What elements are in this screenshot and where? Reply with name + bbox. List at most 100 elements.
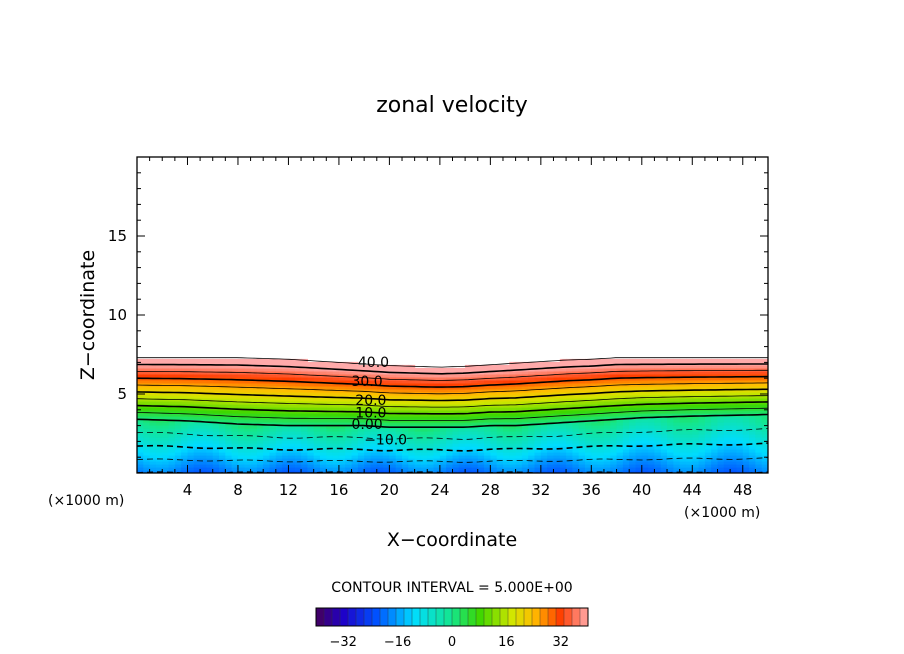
field-cell: [345, 419, 353, 423]
field-cell: [660, 364, 668, 369]
field-cell: [749, 428, 756, 432]
field-cell: [553, 382, 561, 387]
field-cell: [761, 422, 768, 426]
field-cell: [742, 449, 750, 453]
field-cell: [723, 391, 731, 396]
colorbar-swatch: [428, 608, 437, 626]
field-cell: [376, 458, 384, 462]
field-cell: [698, 458, 706, 462]
field-cell: [301, 422, 308, 426]
field-cell: [351, 416, 359, 420]
field-cell: [238, 394, 245, 399]
field-cell: [383, 394, 390, 399]
field-cell: [458, 440, 466, 444]
colorbar-swatch: [404, 608, 413, 626]
field-cell: [458, 428, 466, 432]
field-cell: [200, 434, 207, 438]
field-cell: [496, 413, 504, 417]
field-cell: [351, 413, 359, 417]
field-cell: [269, 394, 277, 399]
field-cell: [679, 373, 687, 378]
field-cell: [534, 452, 542, 456]
field-cell: [749, 440, 756, 444]
contour-line: [137, 407, 768, 421]
field-cell: [597, 437, 605, 441]
field-cell: [635, 461, 643, 465]
field-cell: [187, 455, 195, 459]
field-cell: [206, 437, 214, 441]
field-cell: [269, 373, 277, 378]
field-cell: [383, 440, 390, 444]
field-cell: [313, 413, 321, 417]
field-cell: [143, 467, 151, 471]
field-cell: [521, 419, 529, 423]
field-cell: [515, 379, 523, 384]
field-cell: [414, 455, 422, 459]
field-cell: [206, 440, 214, 444]
field-cell: [338, 446, 346, 450]
field-cell: [698, 382, 706, 387]
field-cell: [692, 422, 700, 426]
field-cell: [603, 382, 611, 387]
field-cell: [193, 455, 201, 459]
field-cell: [269, 376, 277, 381]
field-cell: [616, 358, 624, 363]
field-cell: [717, 394, 725, 399]
field-cell: [288, 425, 296, 429]
field-cell: [364, 370, 372, 375]
field-cell: [187, 407, 195, 411]
field-cell: [408, 449, 416, 453]
field-cell: [219, 401, 226, 405]
field-cell: [219, 437, 226, 441]
field-cell: [225, 410, 233, 414]
field-cell: [313, 434, 321, 438]
field-cell: [162, 470, 170, 473]
field-cell: [402, 461, 409, 465]
field-cell: [698, 367, 706, 372]
field-cell: [244, 449, 252, 453]
field-cell: [395, 376, 403, 381]
field-cell: [225, 470, 233, 473]
field-cell: [338, 455, 346, 459]
field-cell: [200, 358, 207, 363]
field-cell: [326, 425, 334, 429]
field-cell: [174, 373, 182, 378]
field-cell: [338, 431, 346, 435]
field-cell: [162, 361, 170, 366]
field-cell: [137, 407, 144, 411]
field-cell: [704, 391, 712, 396]
field-cell: [383, 379, 390, 384]
field-cell: [149, 446, 157, 450]
field-cell: [591, 461, 599, 465]
field-cell: [395, 364, 403, 369]
field-cell: [212, 385, 220, 390]
field-cell: [364, 431, 372, 435]
field-cell: [503, 452, 510, 456]
field-cell: [137, 434, 144, 438]
field-cell: [610, 464, 618, 468]
colorbar-swatch: [460, 608, 469, 626]
field-cell: [370, 388, 378, 393]
field-cell: [635, 379, 643, 384]
field-cell: [351, 464, 359, 468]
field-cell: [364, 440, 372, 444]
field-cell: [338, 373, 346, 378]
field-cell: [256, 443, 264, 447]
field-cell: [256, 358, 264, 363]
field-cell: [667, 407, 674, 411]
field-cell: [616, 364, 624, 369]
field-cell: [465, 379, 472, 384]
field-cell: [256, 425, 264, 429]
field-cell: [521, 373, 529, 378]
field-cell: [496, 376, 504, 381]
field-cell: [370, 455, 378, 459]
field-cell: [376, 446, 384, 450]
field-cell: [313, 404, 321, 408]
field-cell: [402, 379, 409, 384]
field-cell: [370, 422, 378, 426]
field-cell: [654, 391, 662, 396]
field-cell: [641, 443, 649, 447]
field-cell: [465, 410, 472, 414]
field-cell: [465, 382, 472, 387]
field-cell: [383, 391, 390, 396]
